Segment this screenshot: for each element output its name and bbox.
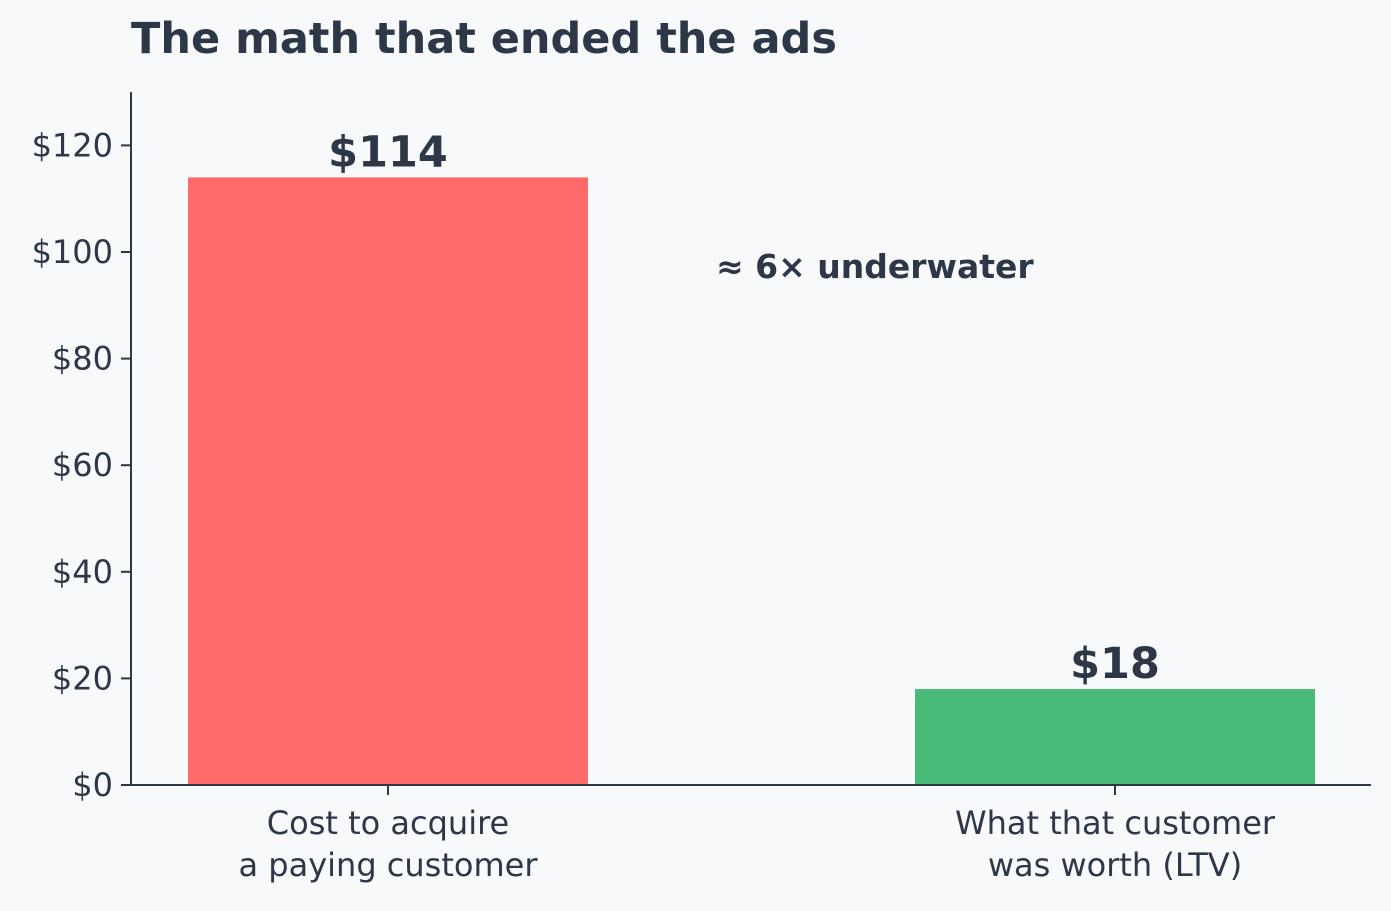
x-tick-label: was worth (LTV) <box>988 846 1242 884</box>
bar-value-label: $18 <box>1070 639 1160 689</box>
y-tick-label: $80 <box>52 340 113 378</box>
y-tick-label: $0 <box>72 766 113 804</box>
y-axis: $0 $20 $40 $60 $80 $100 $120 <box>32 92 132 804</box>
y-tick-label: $60 <box>52 446 113 484</box>
x-tick-label: What that customer <box>955 804 1276 842</box>
y-tick-label: $120 <box>32 126 113 164</box>
y-tick-label: $100 <box>32 233 113 271</box>
bar <box>915 689 1315 785</box>
x-tick-label: Cost to acquire <box>267 804 509 842</box>
x-tick-label: a paying customer <box>239 846 539 884</box>
y-tick-label: $20 <box>52 659 113 697</box>
bar <box>188 177 588 785</box>
bar-value-label: $114 <box>328 127 448 177</box>
bars-group: $114 $18 <box>188 127 1315 785</box>
chart-title: The math that ended the ads <box>131 14 837 64</box>
x-axis: Cost to acquire a paying customer What tha… <box>121 784 1371 884</box>
y-tick-label: $40 <box>52 553 113 591</box>
annotation-label: ≈ 6× underwater <box>716 247 1034 286</box>
